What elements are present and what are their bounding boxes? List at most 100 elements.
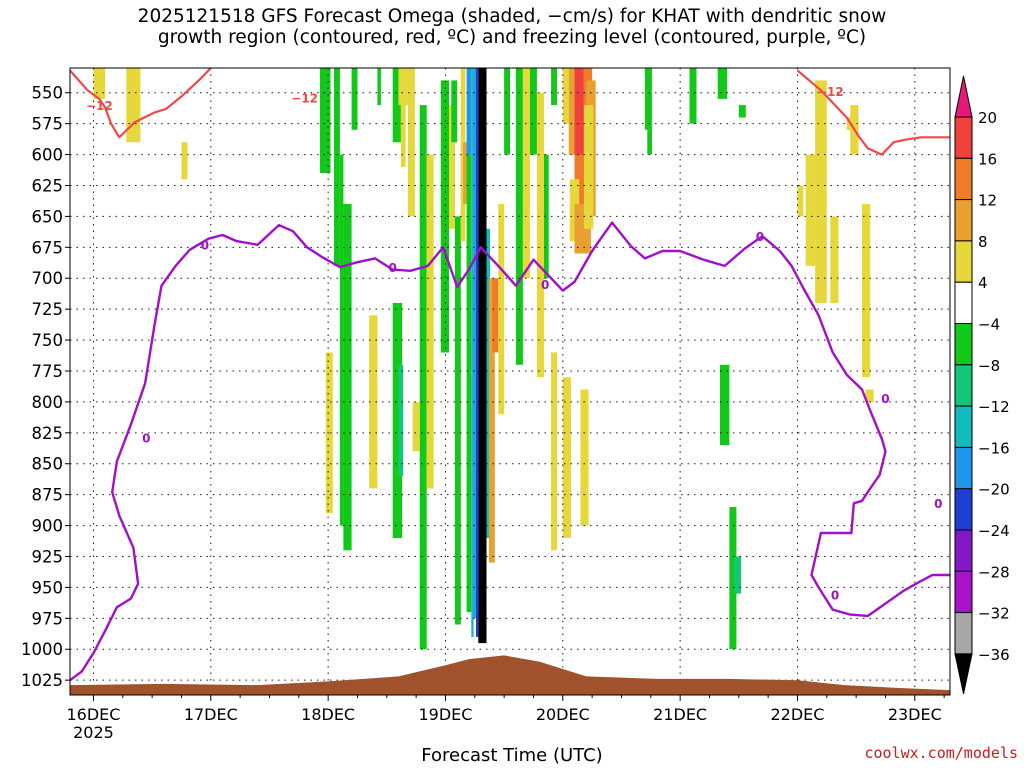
colorbar-band [954,364,973,407]
colorbar-label: −16 [978,439,1010,457]
colorbar-bottom-arrow [954,653,973,695]
omega-cell [830,216,839,303]
y-tick-label: 650 [32,207,64,226]
x-tick-label: 22DEC [770,705,824,724]
omega-cell [729,507,737,650]
y-tick-label: 625 [32,176,64,195]
omega-cell [460,68,466,242]
plot-area [70,68,950,695]
colorbar-band [954,323,973,366]
omega-cell [498,204,505,415]
y-tick-label: 825 [32,424,64,443]
x-tick-label: 20DEC [536,705,590,724]
dgz-contour-line-right [796,69,950,156]
omega-cell [412,401,420,452]
colorbar-band [954,570,973,614]
omega-cell [392,303,403,538]
chart-title: 2025121518 GFS Forecast Omega (shaded, −… [0,6,1024,48]
colorbar-band [954,446,973,490]
x-tick-label: 19DEC [418,705,472,724]
surface-layer [70,655,950,695]
omega-cell [325,352,333,514]
y-tick-label: 800 [32,393,64,412]
x-tick-label: 17DEC [184,705,238,724]
omega-cell [400,105,406,167]
freezing-level-label: 0 [881,392,889,406]
omega-cell [343,204,352,551]
contours-layer: 0 0 0 0 0 0 0 0 −12 −12 −12 [70,68,950,682]
omega-cell [478,68,487,644]
y-tick-label: 925 [32,547,64,566]
grid-layer [70,68,950,695]
y-tick-label: 600 [32,146,64,165]
freezing-level-label: 0 [142,432,150,446]
colorbar-label: −8 [978,357,1000,375]
omega-cell [583,105,594,229]
omega-cell [551,352,557,551]
omega-cell [377,68,381,106]
omega-cell [181,142,188,180]
omega-shading-layer [93,68,874,650]
colorbar-label: −32 [978,605,1010,623]
x-tick-label: 18DEC [301,705,355,724]
omega-cell [862,204,871,378]
y-tick-label: 975 [32,609,64,628]
omega-cell [562,377,571,538]
colorbar-label: −12 [978,398,1010,416]
y-tick-label: 850 [32,455,64,474]
plot-frame [69,67,951,696]
omega-cell [339,154,344,526]
y-tick-label: 550 [32,84,64,103]
omega-cell [529,68,537,155]
y-tick-label: 725 [32,300,64,319]
omega-cell [471,68,474,637]
freezing-level-label: 0 [831,589,839,603]
omega-cell [449,105,455,229]
colorbar-band [954,281,973,325]
omega-cell [568,68,575,155]
dgz-contour-label: −12 [817,85,844,99]
colorbar-band [954,529,973,572]
omega-cell [466,68,472,155]
omega-cell [476,68,479,637]
y-tick-label: 775 [32,362,64,381]
dgz-contour-line-left [70,68,212,139]
colorbar-label: 8 [978,233,988,251]
omega-cell [407,68,415,217]
omega-cell [574,68,584,204]
omega-cell [463,142,467,204]
colorbar-band [954,612,973,655]
omega-cell [334,68,340,266]
colorbar-band [954,240,973,283]
omega-cell [717,68,728,99]
x-tick-label: 21DEC [653,705,707,724]
omega-cell [398,364,404,477]
y-axis: 550 575 600 625 650 675 700 725 750 775 800 825 850 8… [21,84,70,690]
omega-cell [644,68,652,130]
omega-cell [319,68,331,174]
colorbar-label: 4 [978,274,988,292]
omega-cell [369,315,378,489]
colorbar-label: 12 [978,192,997,210]
omega-cell [492,278,499,353]
omega-cell [865,389,874,402]
x-year-label: 2025 [73,723,114,742]
y-tick-label: 875 [32,486,64,505]
omega-cell [544,154,549,279]
surface-terrain [70,655,950,695]
omega-cell [93,68,106,99]
colorbar-label: −28 [978,563,1010,581]
freezing-level-label: 0 [934,497,942,511]
colorbar-band [954,488,973,531]
omega-cell [815,80,827,304]
omega-cell [805,154,816,266]
colorbar-band [954,199,973,242]
x-axis-label: Forecast Time (UTC) [421,745,603,766]
omega-cell [392,68,401,143]
omega-cell [734,556,742,594]
omega-cell [419,105,427,650]
freezing-level-label: 0 [756,230,764,244]
omega-cell [647,129,652,155]
omega-cell [126,68,141,143]
